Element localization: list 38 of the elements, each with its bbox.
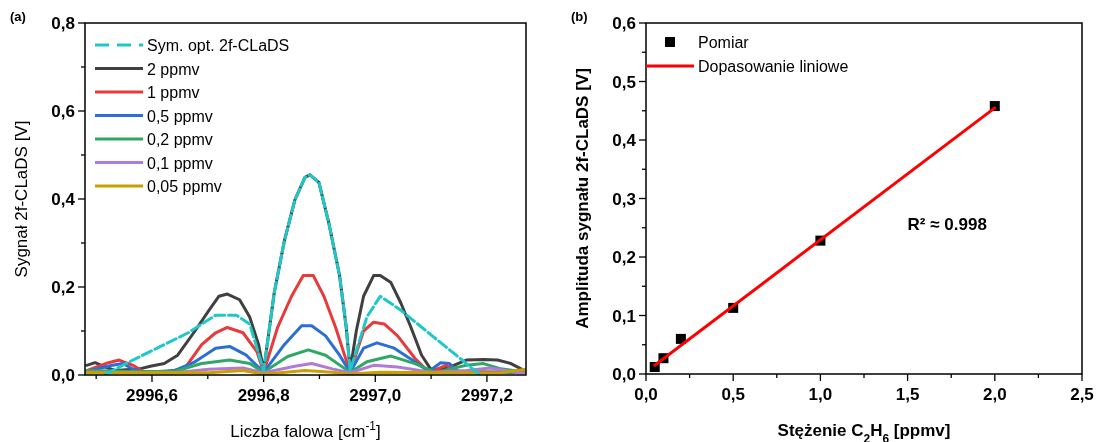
x-tick-label: 1,0 [808,385,833,404]
x-tick-label: 2,5 [1070,385,1094,404]
y-tick-label: 0,2 [51,278,75,297]
legend-label: 0,1 ppmv [147,154,213,172]
x-tick-label: 0,0 [634,385,658,404]
legend-label: 0,05 ppmv [147,178,222,195]
legend-label: 0,5 ppmv [147,107,213,125]
legend-label: 0,2 ppmv [147,131,213,148]
annotation: R² ≈ 0.998 [907,215,987,235]
y-axis-title: Sygnał 2f-CLaDS [V] [12,120,31,278]
x-tick-label: 0,5 [721,385,746,404]
y-tick-label: 0,6 [51,102,75,121]
y-tick-label: 0,0 [51,366,75,385]
legend-label: Dopasowanie liniowe [698,58,849,75]
x-tick-label: 1,5 [895,385,920,404]
x-tick-label: 2996,6 [125,386,178,405]
chart-title: (a) [10,9,26,24]
legend-label: Pomiar [698,34,750,51]
legend-label: 1 ppmv [147,84,200,101]
x-tick-label: 2,0 [982,385,1007,404]
y-tick-label: 0,8 [51,14,75,33]
x-tick-label: 2996,8 [237,386,290,405]
y-tick-label: 0,4 [51,190,76,209]
line-series [104,173,482,375]
x-tick-label: 2997,2 [460,386,513,405]
y-tick-label: 0,1 [612,306,636,326]
y-tick-label: 0,5 [612,72,636,92]
x-axis-title: Liczba falowa [cm$^{-1}$] [230,419,381,441]
y-tick-label: 0,3 [612,189,636,209]
y-tick-label: 0,2 [612,248,636,267]
y-tick-label: 0,0 [612,365,636,384]
legend-label: Sym. opt. 2f-CLaDS [147,37,290,54]
y-axis-title: Amplituda sygnału 2f-CLaDS [V] [573,68,592,329]
x-tick-label: 2997,0 [349,386,402,405]
y-tick-label: 0,4 [612,131,637,150]
legend-label: 2 ppmv [147,60,200,78]
y-tick-label: 0,6 [612,14,636,33]
chart-title: (b) [571,9,588,24]
